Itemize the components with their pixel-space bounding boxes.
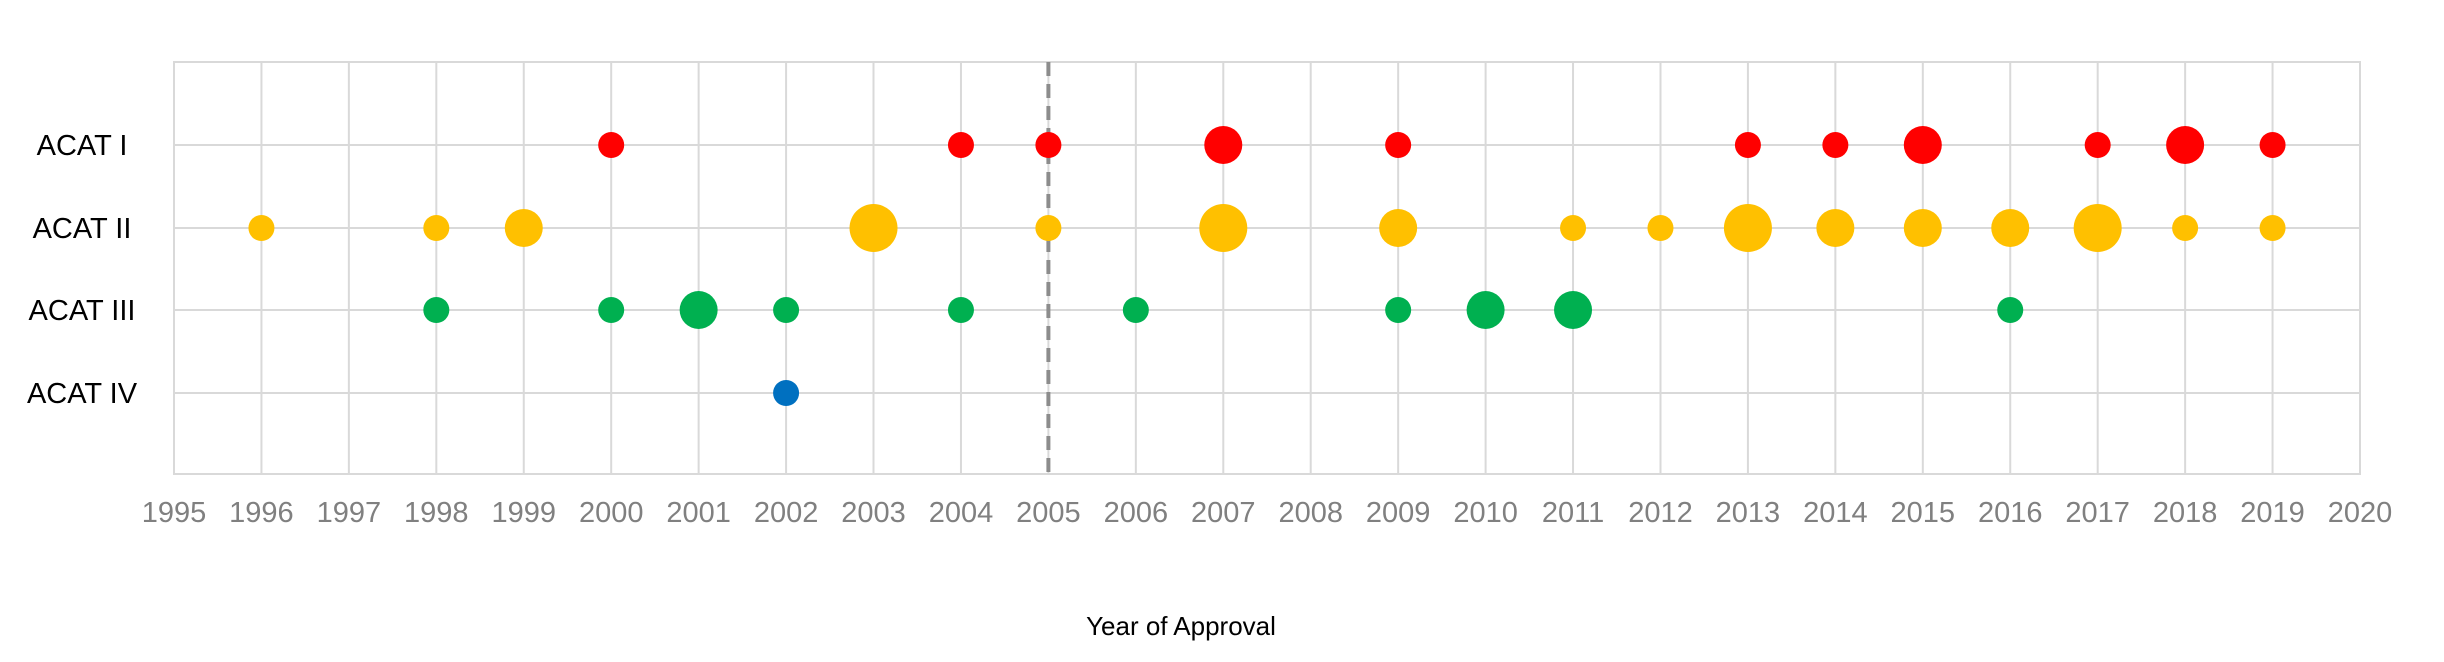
- x-tick-label: 2002: [754, 497, 819, 529]
- x-tick-label: 2003: [841, 497, 906, 529]
- x-tick-label: 2001: [666, 497, 731, 529]
- bubble-point: [504, 209, 543, 247]
- category-label: ACAT IV: [27, 378, 138, 410]
- x-tick-label: 2014: [1803, 497, 1868, 529]
- x-tick-label: 1999: [492, 497, 557, 529]
- bubble-point: [947, 297, 974, 323]
- bubble-point: [2084, 132, 2111, 158]
- x-tick-label: 2019: [2240, 497, 2305, 529]
- bubble-point: [248, 215, 275, 241]
- x-tick-label: 2000: [579, 497, 644, 529]
- plot-area-border: [173, 61, 2361, 475]
- x-tick-label: 2015: [1891, 497, 1956, 529]
- bubble-point: [1035, 215, 1062, 241]
- bubble-point: [2172, 215, 2199, 241]
- x-tick-label: 2004: [929, 497, 994, 529]
- bubble-point: [2166, 126, 2205, 164]
- bubble-point: [1385, 132, 1412, 158]
- bubble-point: [1997, 297, 2024, 323]
- bubble-point: [1035, 132, 1062, 158]
- x-tick-label: 1998: [404, 497, 469, 529]
- x-tick-label: 2013: [1716, 497, 1781, 529]
- bubble-point: [1122, 297, 1149, 323]
- bubble-point: [1822, 132, 1849, 158]
- bubble-point: [1991, 209, 2030, 247]
- bubble-point: [1903, 209, 1942, 247]
- x-tick-label: 1995: [142, 497, 207, 529]
- bubble-point: [1466, 291, 1505, 329]
- bubble-point: [1647, 215, 1674, 241]
- bubble-point: [1385, 297, 1412, 323]
- x-tick-label: 2018: [2153, 497, 2218, 529]
- bubble-point: [1560, 215, 1587, 241]
- bubble-point: [1199, 204, 1248, 252]
- x-tick-label: 2005: [1016, 497, 1081, 529]
- bubble-point: [1734, 132, 1761, 158]
- bubble-point: [1204, 126, 1243, 164]
- bubble-point: [2073, 204, 2122, 252]
- bubble-point: [423, 297, 450, 323]
- x-axis-title: Year of Approval: [1086, 611, 1276, 641]
- x-tick-label: 2006: [1104, 497, 1169, 529]
- gridlines: [173, 62, 2361, 474]
- bubble-point: [773, 380, 800, 406]
- bubble-point: [1903, 126, 1942, 164]
- bubble-point: [598, 297, 625, 323]
- x-tick-label: 2020: [2328, 497, 2393, 529]
- category-label: ACAT I: [37, 130, 128, 162]
- x-tick-labels: 1995 1996 1997 1998 1999 2000 2001 2002 2003 2004…: [142, 497, 2393, 529]
- bubble-point: [1723, 204, 1772, 252]
- bubble-point: [849, 204, 898, 252]
- category-label: ACAT II: [33, 213, 132, 245]
- x-tick-label: 2016: [1978, 497, 2043, 529]
- bubble-point: [598, 132, 625, 158]
- x-tick-label: 2012: [1628, 497, 1693, 529]
- x-tick-label: 2009: [1366, 497, 1431, 529]
- x-tick-label: 2007: [1191, 497, 1256, 529]
- bubble-point: [773, 297, 800, 323]
- bubble-point: [1816, 209, 1855, 247]
- bubble-point: [2259, 215, 2286, 241]
- x-tick-label: 1996: [229, 497, 294, 529]
- x-tick-label: 2017: [2065, 497, 2130, 529]
- category-label: ACAT III: [29, 295, 136, 327]
- bubble-point: [423, 215, 450, 241]
- bubble-point: [947, 132, 974, 158]
- bubble-point: [679, 291, 718, 329]
- x-tick-label: 2008: [1278, 497, 1343, 529]
- category-labels: ACAT I ACAT II ACAT III ACAT IV: [27, 130, 138, 410]
- bubble-point: [1379, 209, 1418, 247]
- bubbles: [248, 126, 2286, 406]
- bubble-point: [1554, 291, 1593, 329]
- x-tick-label: 2010: [1453, 497, 1518, 529]
- x-tick-label: 1997: [317, 497, 382, 529]
- bubble-point: [2259, 132, 2286, 158]
- x-tick-label: 2011: [1542, 497, 1604, 529]
